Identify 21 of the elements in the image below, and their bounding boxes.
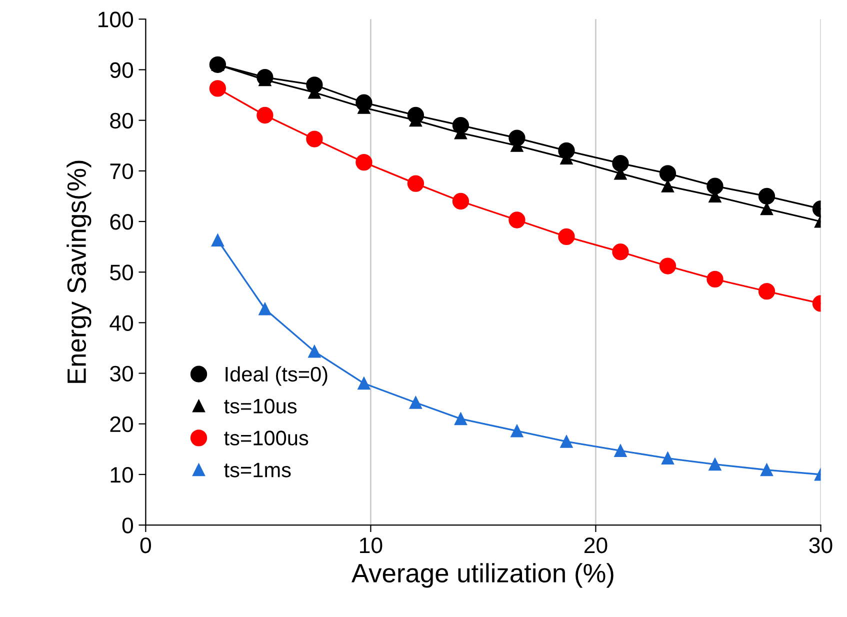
x-tick-label: 0 — [140, 537, 151, 554]
y-tick-label: 50 — [110, 264, 134, 280]
y-tick-label: 60 — [110, 214, 134, 230]
x-tick-label: 20 — [584, 537, 608, 554]
x-axis-title: Average utilization (%) — [352, 563, 614, 588]
legend-label: ts=10us — [224, 398, 297, 414]
y-tick-label: 0 — [122, 518, 134, 534]
x-tick-label: 10 — [360, 537, 382, 554]
y-tick-label: 90 — [110, 62, 134, 78]
legend-label: Ideal (ts=0) — [226, 366, 328, 386]
y-tick-label: 30 — [110, 366, 134, 382]
y-tick-label: 10 — [110, 467, 134, 483]
y-tick-label: 70 — [110, 163, 134, 180]
y-tick-label: 40 — [110, 315, 134, 331]
legend-label: ts=1ms — [224, 462, 291, 478]
x-tick-label: 30 — [809, 537, 832, 554]
y-axis-title: Energy Savings(%) — [66, 160, 92, 383]
y-tick-label: 20 — [110, 416, 134, 432]
legend-label: ts=100us — [224, 430, 308, 446]
y-tick-label: 80 — [110, 112, 134, 129]
y-tick-label: 100 — [98, 12, 134, 28]
